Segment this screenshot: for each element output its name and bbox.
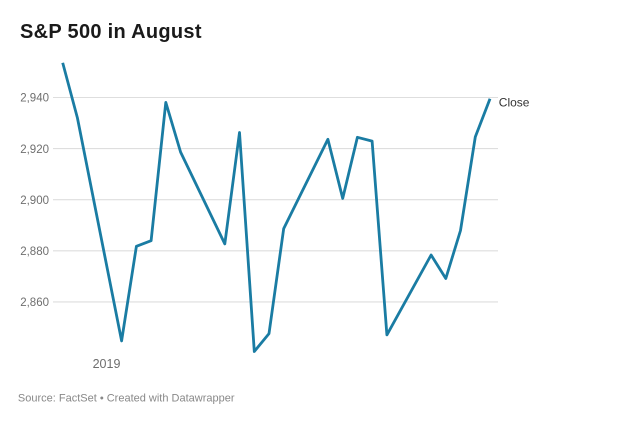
svg-text:Source: FactSet • Created with: Source: FactSet • Created with Datawrapp…: [18, 392, 235, 404]
svg-text:2019: 2019: [93, 357, 121, 371]
svg-text:2,900: 2,900: [20, 195, 49, 207]
svg-text:2,920: 2,920: [20, 144, 49, 156]
svg-text:2,940: 2,940: [20, 93, 49, 105]
svg-text:2,860: 2,860: [20, 297, 49, 309]
svg-text:Close: Close: [499, 96, 530, 110]
svg-text:2,880: 2,880: [20, 246, 49, 258]
svg-text:S&P 500 in August: S&P 500 in August: [20, 21, 202, 43]
